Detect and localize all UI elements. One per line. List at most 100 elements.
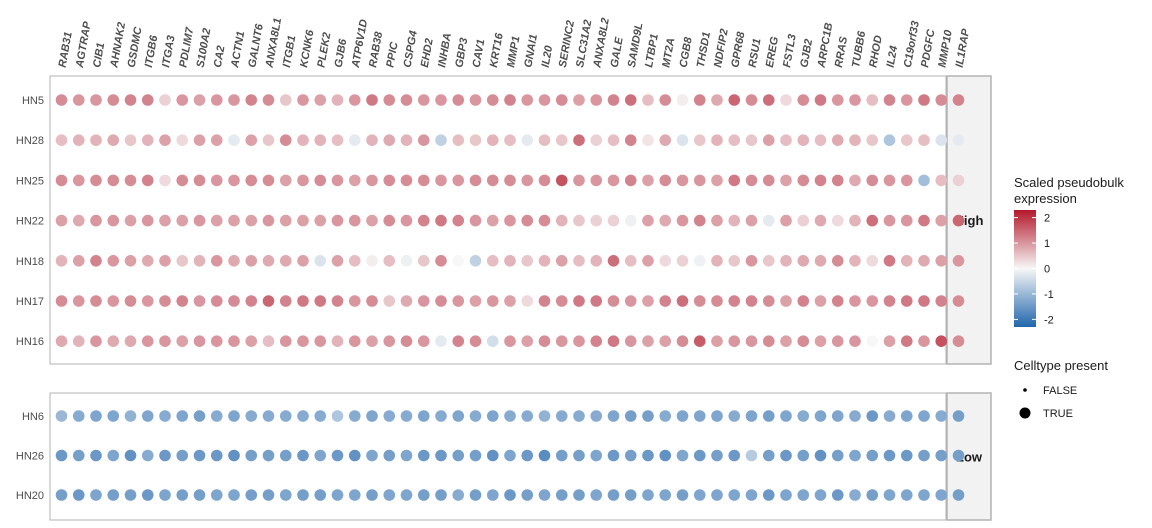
expression-dot: [107, 295, 120, 307]
expression-dot: [72, 410, 85, 422]
expression-dot: [366, 214, 378, 227]
expression-dot: [555, 489, 568, 501]
gene-label: ITGB1: [281, 35, 298, 69]
expression-dot: [849, 174, 861, 187]
expression-dot: [728, 410, 741, 422]
expression-dot: [762, 489, 775, 501]
expression-dot: [435, 410, 447, 422]
expression-dot: [900, 134, 913, 146]
expression-dot: [849, 410, 861, 422]
color-bar-tick-label: 2: [1044, 213, 1050, 225]
gene-label: MMP10: [936, 28, 955, 68]
gene-label: KCNK6: [298, 28, 317, 68]
sample-label: HN26: [16, 451, 44, 463]
expression-dot: [780, 410, 792, 422]
expression-dot: [90, 335, 102, 348]
expression-dot: [745, 449, 758, 462]
expression-dot: [693, 295, 706, 307]
expression-dot: [935, 449, 948, 462]
expression-dot: [228, 94, 240, 106]
gene-label: PDGFC: [919, 27, 938, 68]
expression-dot: [469, 214, 482, 227]
expression-dot: [642, 489, 654, 501]
expression-dot: [469, 295, 482, 307]
expression-dot: [711, 254, 723, 267]
expression-dot: [607, 335, 620, 348]
expression-dot: [883, 410, 896, 422]
expression-dot: [297, 94, 309, 106]
expression-dot: [693, 489, 706, 501]
expression-dot: [780, 94, 792, 106]
expression-dot: [383, 410, 396, 422]
expression-dot: [348, 335, 361, 348]
expression-dot: [607, 410, 620, 422]
expression-dot: [780, 335, 792, 348]
expression-dot: [469, 254, 482, 267]
expression-dot: [262, 134, 275, 146]
expression-dot: [193, 335, 206, 348]
expression-dot: [159, 449, 171, 462]
expression-dot: [607, 174, 620, 187]
expression-dot: [417, 94, 430, 106]
expression-dot: [210, 174, 223, 187]
expression-dot: [124, 489, 137, 501]
expression-dot: [435, 94, 447, 106]
expression-dot: [279, 295, 292, 307]
gene-label: IL1RAP: [954, 27, 973, 68]
expression-dot: [297, 449, 309, 462]
expression-dot: [228, 254, 240, 267]
expression-dot: [469, 489, 482, 501]
expression-dot: [400, 295, 413, 307]
expression-dot: [366, 295, 378, 307]
expression-dot: [297, 489, 309, 501]
expression-dot: [228, 134, 240, 146]
gene-label: ACTN1: [229, 30, 247, 69]
expression-dot: [521, 214, 534, 227]
expression-dot: [573, 410, 585, 422]
expression-dot: [176, 94, 189, 106]
expression-dot: [72, 254, 85, 267]
expression-dot: [624, 94, 637, 106]
expression-dot: [452, 295, 465, 307]
expression-dot: [193, 214, 206, 227]
expression-dot: [435, 134, 447, 146]
expression-dot: [642, 295, 654, 307]
expression-dot: [521, 410, 534, 422]
expression-dot: [745, 214, 758, 227]
expression-dot: [159, 295, 171, 307]
expression-dot: [676, 134, 689, 146]
expression-dot: [314, 254, 327, 267]
expression-dot: [624, 335, 637, 348]
expression-dot: [590, 489, 603, 501]
expression-dot: [935, 174, 948, 187]
gene-label: AHNAK2: [108, 21, 128, 69]
expression-dot: [124, 174, 137, 187]
expression-dot: [400, 449, 413, 462]
expression-dot: [383, 489, 396, 501]
expression-dot: [486, 410, 499, 422]
expression-dot: [210, 410, 223, 422]
expression-dot: [331, 174, 344, 187]
sample-label: HN22: [16, 216, 44, 228]
expression-dot: [400, 94, 413, 106]
expression-dot: [383, 174, 396, 187]
expression-dot: [935, 214, 948, 227]
gene-label: RRAS: [833, 35, 850, 68]
expression-dot: [762, 94, 775, 106]
expression-dot: [245, 335, 258, 348]
expression-dot: [935, 94, 948, 106]
expression-dot: [366, 410, 378, 422]
gene-label: RAB31: [57, 31, 75, 69]
expression-dot: [486, 449, 499, 462]
expression-dot: [469, 94, 482, 106]
expression-dot: [762, 449, 775, 462]
gene-label: SERINC2: [557, 19, 577, 68]
expression-dot: [400, 134, 413, 146]
expression-dot: [55, 489, 68, 501]
expression-dot: [849, 134, 861, 146]
expression-dot: [124, 410, 137, 422]
expression-dot: [900, 94, 913, 106]
expression-dot: [279, 449, 292, 462]
expression-dot: [935, 254, 948, 267]
expression-dot: [762, 335, 775, 348]
